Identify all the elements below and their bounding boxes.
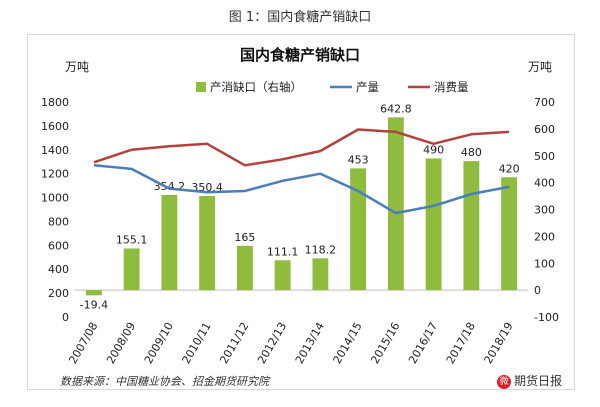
left-axis-tick-label: 200 <box>48 287 69 300</box>
consumption-line <box>93 128 510 167</box>
gap-bar <box>387 117 404 291</box>
right-axis-tick-label: 100 <box>534 257 555 270</box>
x-axis-tick-label: 2013/14 <box>293 320 327 366</box>
right-axis-tick-label: 300 <box>534 204 555 217</box>
gap-bar-label: -19.4 <box>80 298 108 311</box>
right-axis-tick-label: 200 <box>534 230 555 243</box>
legend-label: 产量 <box>356 80 379 94</box>
gap-bar-label: 118.2 <box>305 243 337 256</box>
left-axis-tick-label: 600 <box>48 239 69 252</box>
right-axis-tick-label: 500 <box>534 150 555 163</box>
left-axis-unit: 万吨 <box>65 60 90 74</box>
production-line <box>93 164 510 215</box>
gap-bar <box>425 158 442 291</box>
gap-bar <box>85 290 102 296</box>
x-axis-tick-label: 2011/12 <box>217 320 251 366</box>
x-axis-tick-label: 2016/17 <box>406 320 440 366</box>
gap-bar-label: 642.8 <box>380 102 412 115</box>
weibo-logo-icon: 微 <box>497 374 511 389</box>
gap-bar <box>123 248 140 291</box>
gap-bar <box>350 168 367 291</box>
figure-caption: 图 1：国内食糖产销缺口 <box>228 10 372 25</box>
right-axis-tick-label: 600 <box>534 123 555 136</box>
left-axis-tick-label: 400 <box>48 263 69 276</box>
gap-bar <box>312 258 329 291</box>
gap-bar-label: 111.1 <box>267 245 299 258</box>
chart-frame <box>27 34 575 390</box>
gap-bar <box>161 194 178 291</box>
right-axis-tick-label: -100 <box>534 311 559 324</box>
gap-bar-label: 420 <box>499 162 520 175</box>
left-axis-tick-label: 1000 <box>41 192 69 205</box>
gap-bar-label: 453 <box>348 153 369 166</box>
right-axis-unit: 万吨 <box>528 60 553 74</box>
left-axis-tick-label: 0 <box>62 311 69 324</box>
x-axis-tick-label: 2010/11 <box>180 320 214 366</box>
legend-swatch-bar <box>196 82 206 92</box>
x-axis-tick-label: 2008/09 <box>104 320 138 366</box>
x-axis-tick-label: 2009/10 <box>142 320 176 366</box>
right-axis-tick-label: 700 <box>534 96 555 109</box>
left-axis-tick-label: 1200 <box>41 168 69 181</box>
gap-bar-label: 155.1 <box>116 233 148 246</box>
left-axis-tick-label: 800 <box>48 215 69 228</box>
right-axis-tick-label: 400 <box>534 177 555 190</box>
brand-watermark: 微期货日报 <box>497 372 562 389</box>
gap-bar-label: 490 <box>423 143 444 156</box>
x-axis-tick-label: 2014/15 <box>331 320 365 366</box>
gap-bar <box>199 195 216 291</box>
gap-bar <box>501 177 518 291</box>
left-axis-tick-label: 1400 <box>41 144 69 157</box>
gap-bar <box>463 161 480 291</box>
x-axis-tick-label: 2015/16 <box>368 320 402 366</box>
legend-label: 产消缺口（右轴） <box>210 80 302 94</box>
brand-name: 期货日报 <box>514 374 563 388</box>
gap-bar-label: 165 <box>234 231 255 244</box>
gap-bar <box>274 260 291 291</box>
x-axis-tick-label: 2017/18 <box>444 320 478 366</box>
data-source-note: 数据来源：中国糖业协会、招金期货研究院 <box>60 375 269 388</box>
x-axis-tick-label: 2007/08 <box>66 320 100 366</box>
x-axis-tick-label: 2018/19 <box>482 320 516 366</box>
gap-bar-label: 480 <box>461 146 482 159</box>
left-axis-tick-label: 1600 <box>41 120 69 133</box>
chart-title: 国内食糖产销缺口 <box>239 46 360 64</box>
x-axis-tick-label: 2012/13 <box>255 320 289 366</box>
legend-label: 消费量 <box>434 80 469 94</box>
gap-bar <box>236 245 253 291</box>
right-axis-tick-label: 0 <box>534 284 541 297</box>
left-axis-tick-label: 1800 <box>41 96 69 109</box>
